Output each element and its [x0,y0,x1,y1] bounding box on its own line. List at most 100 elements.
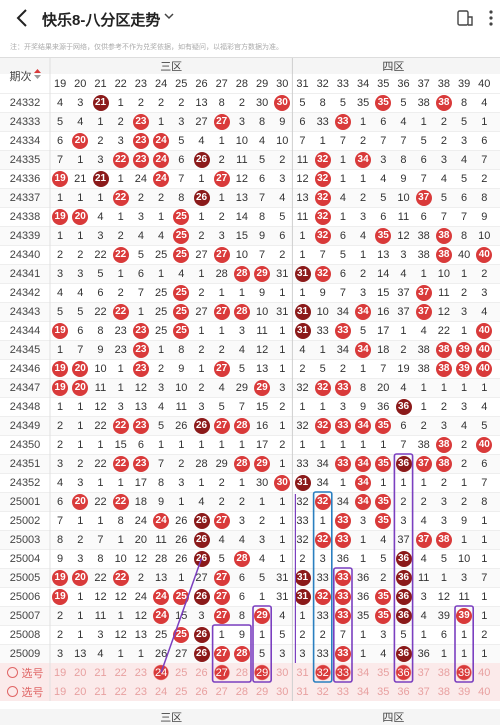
select-number[interactable]: 34 [356,666,370,679]
radio-icon[interactable] [6,686,18,697]
period-cell: 25005 [9,571,41,584]
select-number[interactable]: 36 [397,685,410,698]
select-number[interactable]: 30 [276,685,289,698]
table-row [0,511,500,530]
select-number[interactable]: 34 [356,685,370,698]
page-title[interactable]: 快乐8-八分区走势 [42,12,161,29]
miss-count-cell: 2 [360,191,367,204]
select-number[interactable]: 37 [417,685,430,698]
miss-count-cell: 12 [437,590,451,603]
select-number[interactable]: 22 [114,666,127,679]
miss-count-cell: 2 [158,191,165,204]
picked-number[interactable]: 39 [454,663,475,682]
drawn-number-ball: 26 [193,512,210,529]
select-number[interactable]: 20 [74,685,87,698]
drawn-number-ball: 28 [233,455,250,472]
select-number[interactable]: 29 [255,685,269,698]
miss-count-cell: 4 [461,419,468,432]
miss-count-cell: 11 [417,571,430,584]
phone-share-icon[interactable] [456,9,474,27]
miss-count-cell: 1 [158,267,165,280]
select-number[interactable]: 21 [94,685,107,698]
miss-count-cell: 1 [117,533,124,546]
select-number[interactable]: 19 [53,666,67,679]
picked-number[interactable]: 36 [393,663,414,682]
select-row-label[interactable]: 选号 [0,682,50,701]
select-number[interactable]: 40 [478,666,491,679]
miss-count-cell: 38 [417,229,430,242]
select-number[interactable]: 26 [195,685,208,698]
picked-number[interactable]: 24 [151,663,172,682]
picked-number[interactable]: 29 [252,663,273,682]
select-row-label[interactable]: 选号 [0,663,50,682]
select-number[interactable]: 40 [478,685,491,698]
miss-count-cell: 4 [380,647,387,660]
select-number[interactable]: 33 [336,685,350,698]
miss-count-cell: 11 [155,533,167,546]
period-cell: 25003 [9,533,41,546]
select-number[interactable]: 26 [195,666,208,679]
select-number[interactable]: 30 [276,666,289,679]
select-number[interactable]: 37 [417,666,430,679]
miss-count-cell: 2 [440,115,447,128]
miss-count-cell: 1 [319,400,326,413]
miss-count-cell: 2 [137,571,144,584]
period-header[interactable]: 期次 [0,58,50,93]
miss-count-cell: 1 [461,647,468,660]
period-cell: 24339 [9,229,41,242]
drawn-number-ball: 20 [72,208,89,225]
more-icon[interactable] [482,9,500,27]
select-number[interactable]: 22 [114,685,127,698]
miss-count-cell: 17 [377,324,390,337]
miss-count-cell: 7 [380,134,387,147]
select-number[interactable]: 25 [175,666,188,679]
select-number[interactable]: 20 [74,666,87,679]
miss-count-cell: 19 [397,362,410,375]
radio-icon[interactable] [6,667,18,678]
miss-count-cell: 1 [117,647,124,660]
miss-count-cell: 20 [134,533,148,546]
select-number[interactable]: 32 [316,685,329,698]
select-number[interactable]: 23 [134,666,148,679]
picked-number[interactable]: 32 [312,663,333,682]
select-number[interactable]: 21 [94,666,107,679]
select-number[interactable]: 31 [296,685,309,698]
select-number[interactable]: 28 [235,685,249,698]
select-number[interactable]: 31 [296,666,309,679]
period-cell: 24348 [9,400,41,413]
miss-count-cell: 3 [360,210,367,223]
miss-count-cell: 2 [198,286,205,299]
miss-count-cell: 1 [238,286,245,299]
miss-count-cell: 1 [461,628,468,641]
miss-count-cell: 25 [154,305,168,318]
select-number[interactable]: 24 [154,685,168,698]
select-number[interactable]: 39 [457,685,471,698]
select-number[interactable]: 19 [53,685,67,698]
select-number[interactable]: 23 [134,685,148,698]
chevron-down-icon[interactable] [162,9,176,23]
select-number[interactable]: 25 [175,685,188,698]
drawn-number-ball: 38 [435,94,452,111]
miss-count-cell: 17 [134,476,148,489]
select-row [0,682,500,701]
miss-count-cell: 36 [356,571,370,584]
select-number[interactable]: 28 [235,666,249,679]
select-number[interactable]: 38 [437,685,451,698]
select-number[interactable]: 35 [377,685,390,698]
miss-count-cell: 2 [360,134,367,147]
drawn-number-ball: 32 [314,493,331,510]
picked-number[interactable]: 27 [211,663,232,682]
miss-count-cell: 7 [339,134,346,147]
miss-count-cell: 1 [440,381,447,394]
drawn-number-ball: 27 [213,417,230,434]
select-number[interactable]: 27 [215,685,228,698]
picked-number[interactable]: 33 [332,663,353,682]
miss-count-cell: 7 [481,153,488,166]
miss-count-cell: 4 [97,210,104,223]
select-number[interactable]: 38 [437,666,451,679]
drawn-number-ball: 27 [213,512,230,529]
miss-count-cell: 3 [481,286,488,299]
select-number[interactable]: 35 [377,666,390,679]
chevron-left-icon[interactable] [12,7,34,29]
miss-count-cell: 25 [154,248,168,261]
